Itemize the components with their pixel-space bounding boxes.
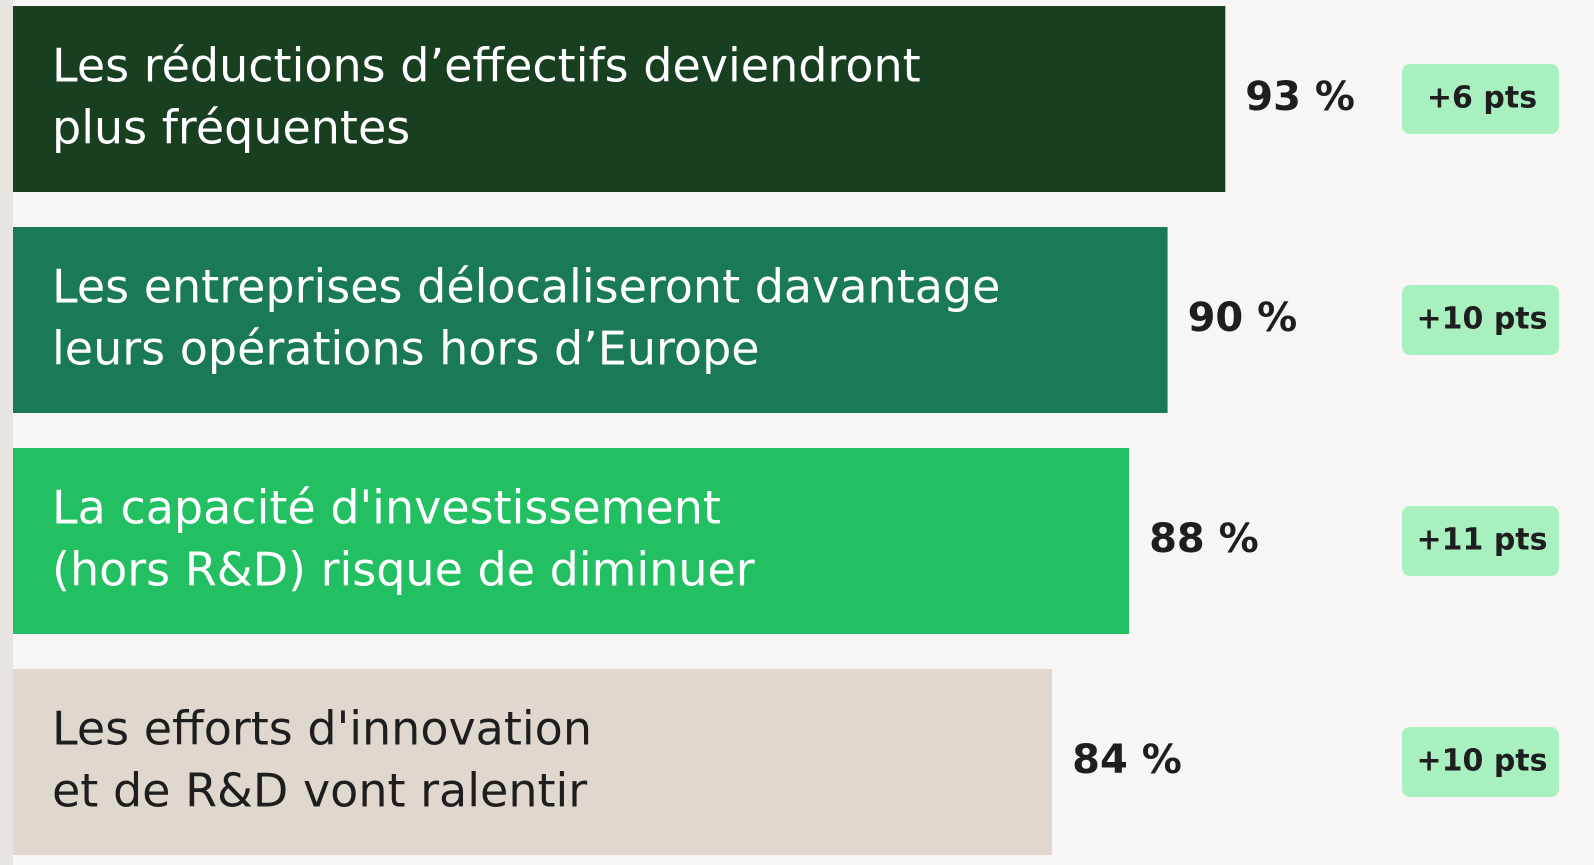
change-badge xyxy=(1402,285,1559,355)
bar-label: plus fréquentes xyxy=(52,101,410,155)
change-badge xyxy=(1402,64,1559,134)
change-badge xyxy=(1402,727,1559,797)
change-label: +10 pts xyxy=(1416,302,1547,337)
bar xyxy=(13,6,1226,192)
bar-label: Les efforts d'innovation xyxy=(52,702,592,756)
change-label: +6 pts xyxy=(1427,81,1537,116)
bar-label: (hors R&D) risque de diminuer xyxy=(52,543,755,597)
bar xyxy=(13,227,1168,413)
value-label: 93 % xyxy=(1245,74,1355,120)
bar-label: Les réductions d’effectifs deviendront xyxy=(52,39,921,93)
bar-label: et de R&D vont ralentir xyxy=(52,764,587,818)
left-edge xyxy=(0,0,13,865)
bar xyxy=(13,448,1130,634)
bar-label: Les entreprises délocaliseront davantage xyxy=(52,260,1000,314)
bar-label: La capacité d'investissement xyxy=(52,481,721,535)
value-label: 88 % xyxy=(1149,516,1259,562)
value-label: 90 % xyxy=(1188,295,1298,341)
bar-label: leurs opérations hors d’Europe xyxy=(52,322,760,376)
change-label: +11 pts xyxy=(1416,523,1547,558)
bar xyxy=(13,669,1053,855)
change-label: +10 pts xyxy=(1416,744,1547,779)
value-label: 84 % xyxy=(1072,737,1182,783)
change-badge xyxy=(1402,506,1559,576)
